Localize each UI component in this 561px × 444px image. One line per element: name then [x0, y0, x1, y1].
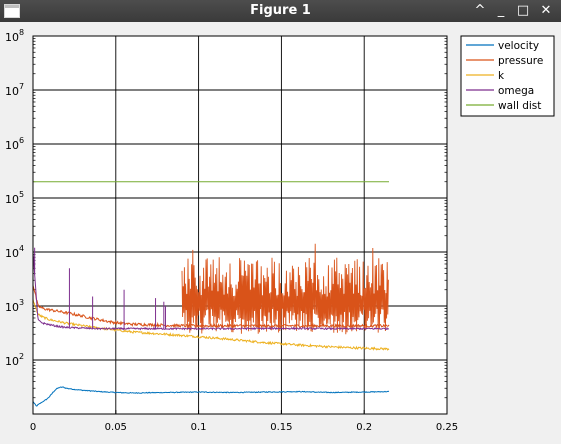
- series-line-omega: [32, 252, 390, 331]
- y-tick-exponent: 6: [19, 136, 24, 145]
- minimize-button[interactable]: _: [497, 3, 505, 18]
- title-bar[interactable]: Figure 1 ^ _ □ ✕: [0, 0, 561, 22]
- maximize-button[interactable]: □: [516, 3, 530, 18]
- y-tick-base: 10: [5, 301, 19, 314]
- y-tick-base: 10: [5, 247, 19, 260]
- y-tick-label: 106: [5, 136, 24, 152]
- x-tick-label: 0.2: [356, 422, 372, 433]
- x-tick-label: 0.05: [105, 422, 127, 433]
- grid: [33, 36, 447, 414]
- x-tick-label: 0.15: [270, 422, 292, 433]
- x-tick-label: 0.25: [436, 422, 458, 433]
- legend-label-velocity: velocity: [498, 40, 539, 52]
- y-tick-exponent: 2: [19, 352, 24, 361]
- legend-label-pressure: pressure: [498, 55, 543, 67]
- y-tick-label: 105: [5, 190, 24, 206]
- y-tick-exponent: 8: [19, 28, 24, 37]
- legend-label-omega: omega: [498, 85, 534, 97]
- series-band-pressure: [181, 243, 389, 335]
- x-tick-labels: 0 0.05 0.1 0.15 0.2 0.25: [30, 422, 458, 433]
- y-tick-base: 10: [5, 193, 19, 206]
- legend-label-k: k: [498, 70, 505, 82]
- chart: 0 0.05 0.1 0.15 0.2 0.25 10210310410510610710…: [5, 28, 555, 433]
- y-tick-base: 10: [5, 139, 19, 152]
- shade-up-button[interactable]: ^: [474, 3, 486, 18]
- series-group: [32, 181, 390, 407]
- y-tick-label: 108: [5, 28, 24, 44]
- series-line-velocity: [32, 386, 390, 407]
- y-tick-exponent: 3: [19, 298, 24, 307]
- x-tick-label: 0: [30, 422, 36, 433]
- legend-box: [460, 35, 555, 117]
- window-app-icon[interactable]: [4, 4, 20, 18]
- y-tick-exponent: 5: [19, 190, 24, 199]
- y-tick-label: 104: [5, 244, 24, 260]
- plot-area: [33, 36, 447, 414]
- x-tick-label: 0.1: [191, 422, 207, 433]
- y-tick-label: 103: [5, 298, 24, 314]
- y-tick-base: 10: [5, 85, 19, 98]
- y-tick-base: 10: [5, 31, 19, 44]
- y-tick-base: 10: [5, 355, 19, 368]
- legend[interactable]: velocity pressure k omega wall dist: [460, 35, 555, 117]
- figure-canvas: 0 0.05 0.1 0.15 0.2 0.25 102 103 104 105 106 107 10…: [0, 22, 561, 440]
- y-tick-label: 107: [5, 82, 24, 98]
- y-tick-label: 102: [5, 352, 24, 368]
- plot-frame: [32, 35, 448, 415]
- legend-label-wall-dist: wall dist: [498, 100, 541, 112]
- window-title: Figure 1: [250, 3, 311, 18]
- y-tick-exponent: 4: [19, 244, 24, 253]
- close-button[interactable]: ✕: [540, 3, 552, 18]
- y-tick-exponent: 7: [19, 82, 24, 91]
